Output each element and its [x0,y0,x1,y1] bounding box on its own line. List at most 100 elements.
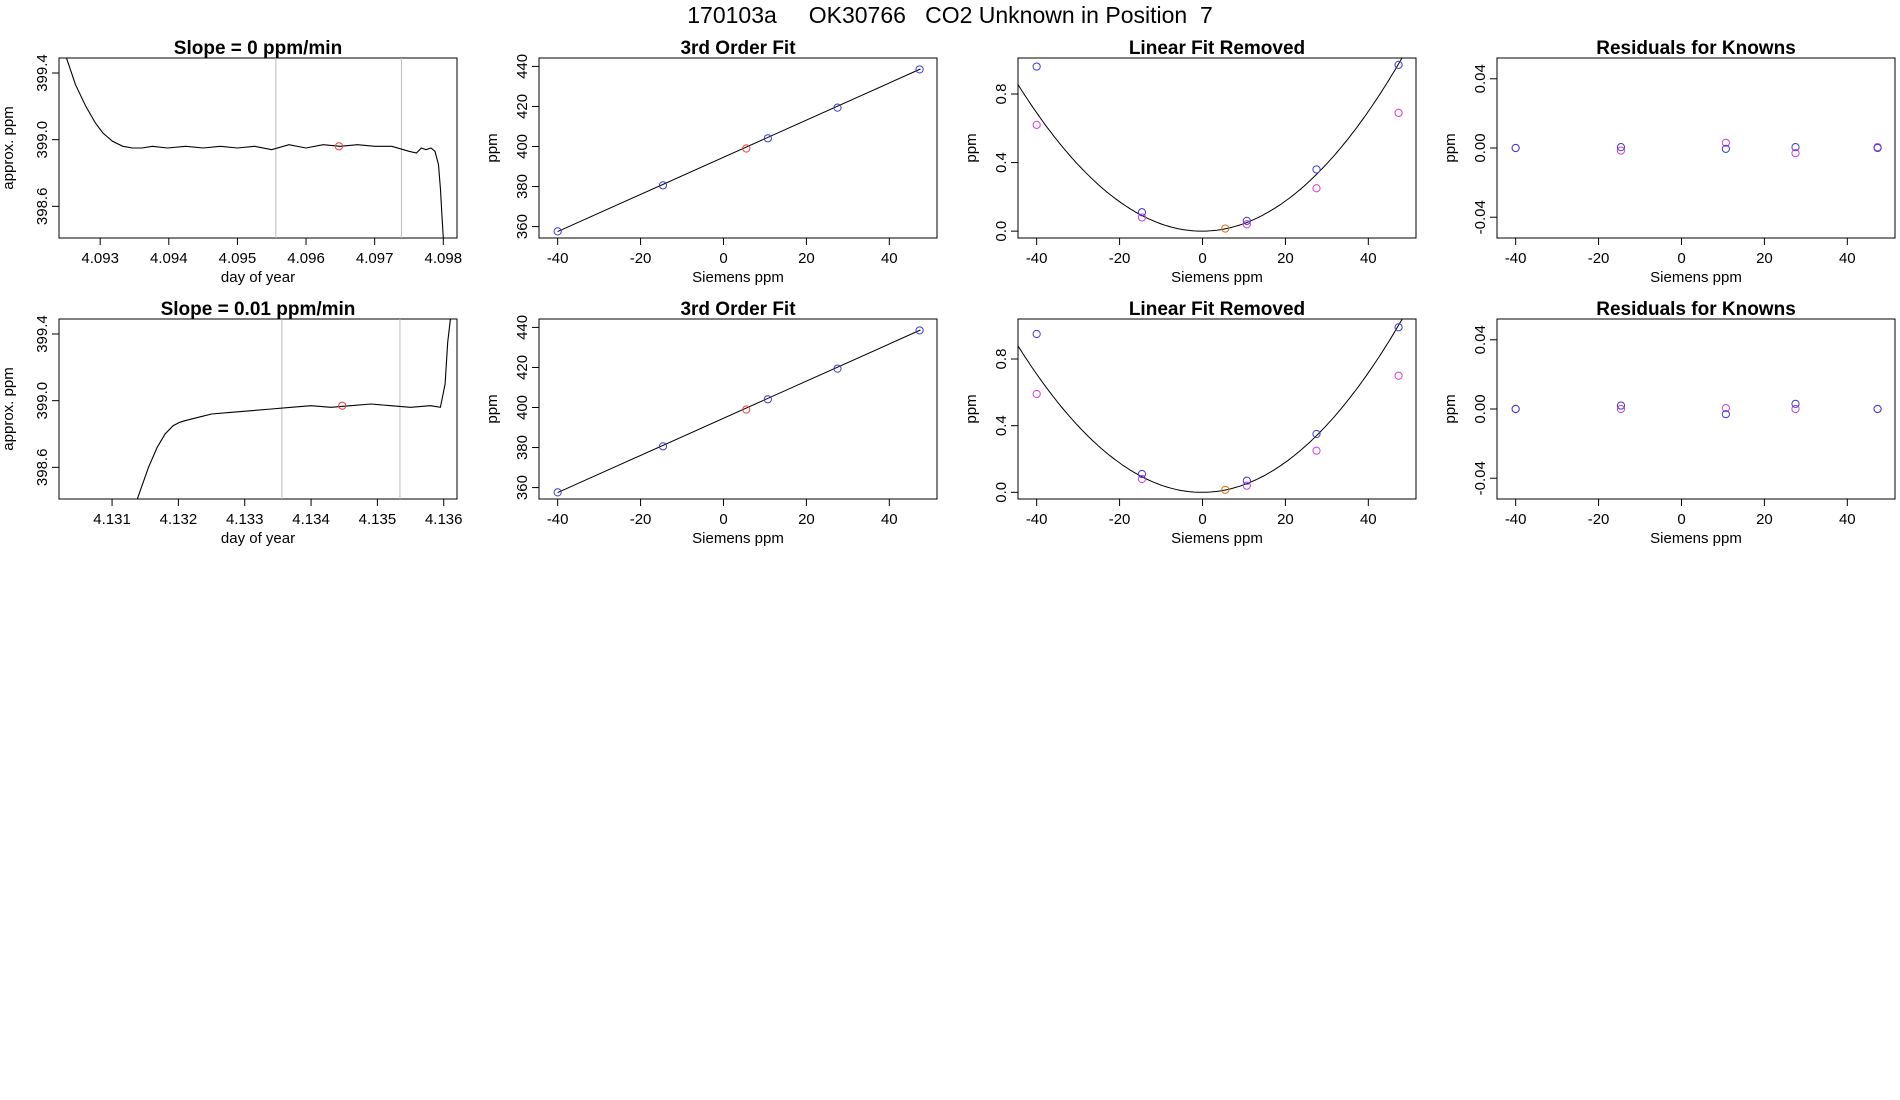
panel-title: Residuals for Knowns [1596,38,1796,59]
known-point [763,134,772,143]
unknown-point [742,405,751,414]
y-tick-label: 398.6 [34,188,51,226]
x-tick-label: 4.134 [292,511,330,528]
y-tick-label: 400 [514,395,531,420]
figure-title: 170103a OK30766 CO2 Unknown in Position … [687,2,1213,28]
y-tick-label: 0.00 [1472,394,1489,423]
x-tick-label: 0 [1677,250,1685,267]
y-tick-label: -0.04 [1472,200,1489,234]
x-tick-label: -40 [1505,511,1527,528]
y-tick-label: 399.4 [34,315,51,353]
x-tick-label: 4.098 [425,250,463,267]
data-area [1511,138,1882,158]
data-trace-line [65,58,444,238]
data-area [1018,58,1403,233]
x-tick-label: 20 [1756,511,1773,528]
panel-title: Linear Fit Removed [1129,38,1305,59]
known-point [553,227,562,236]
known-point [763,395,772,404]
magenta-point [1791,149,1800,158]
y-tick-label: 398.6 [34,449,51,487]
y-tick-label: 360 [514,475,531,500]
x-tick-label: 4.135 [359,511,397,528]
magenta-point [1394,108,1403,117]
panel-r1c3: Linear Fit Removed -40 -20 0 20 40 Siemens ppm… [963,38,1417,286]
known-point [833,364,842,373]
fit-line [557,68,921,233]
panel-r1c1: Slope = 0 ppm/min 4.093 4.094 4.095 4.096 4.0… [0,38,462,286]
x-tick-label: 4.094 [150,250,188,267]
magenta-point [1616,146,1626,155]
y-tick-label: 420 [514,355,531,380]
x-tick-label: 20 [798,250,815,267]
magenta-point [1394,371,1403,380]
panel-title: Slope = 0 ppm/min [174,38,342,59]
known-point [553,488,562,497]
y-tick-label: 420 [514,94,531,119]
known-point [658,442,668,451]
y-tick-label: 440 [514,315,531,340]
y-axis-label: ppm [1442,394,1459,423]
data-area [553,326,924,497]
plot-frame [538,318,938,500]
mean-marker-point [338,401,347,410]
known-point [658,181,668,190]
y-tick-label: 0.00 [1472,133,1489,162]
known-point [1312,429,1321,439]
x-tick-label: -40 [1026,250,1048,267]
magenta-point [1721,138,1730,147]
y-axis-label: approx. ppm [0,367,17,450]
known-point [1616,143,1626,152]
y-tick-label: 0.0 [993,482,1010,503]
y-tick-label: 380 [514,435,531,460]
plot-frame [1496,318,1896,500]
panel-r2c3: Linear Fit Removed -40 -20 0 20 40 Siemens ppm… [963,299,1417,547]
known-point [1032,329,1041,339]
unknown-point [1221,485,1230,494]
fit-curve [1018,319,1403,493]
y-tick-label: 0.8 [993,349,1010,370]
x-tick-label: 0 [1198,511,1206,528]
plot-frame [58,318,458,500]
x-tick-label: 0 [1198,250,1206,267]
x-tick-label: -20 [1109,511,1131,528]
x-tick-label: 0 [1677,511,1685,528]
x-tick-label: -40 [1026,511,1048,528]
y-tick-label: 0.8 [993,84,1010,105]
known-point [1312,165,1321,174]
magenta-point [1721,404,1730,413]
y-tick-label: 399.0 [34,121,51,159]
x-tick-label: 4.095 [219,250,257,267]
x-tick-label: 20 [1756,250,1773,267]
x-tick-label: 20 [1277,250,1294,267]
x-axis-label: day of year [221,530,295,547]
y-tick-label: 360 [514,214,531,239]
magenta-point [1032,389,1041,399]
known-point [1137,208,1147,217]
known-point [1721,410,1730,419]
y-tick-label: 399.4 [34,54,51,92]
x-tick-label: -40 [547,250,569,267]
known-point [915,65,924,74]
x-tick-label: -40 [1505,250,1527,267]
x-tick-label: 4.093 [81,250,119,267]
panel-title: 3rd Order Fit [680,38,796,59]
known-point [1873,404,1882,414]
x-axis-label: Siemens ppm [1650,269,1742,286]
y-tick-label: 399.0 [34,382,51,420]
plot-frame [1017,57,1417,239]
x-tick-label: 40 [1360,250,1377,267]
y-axis-label: ppm [1442,133,1459,162]
x-tick-label: 4.131 [93,511,131,528]
y-tick-label: 400 [514,134,531,159]
x-tick-label: 0 [719,250,727,267]
magenta-point [1242,220,1251,229]
panel-title: Linear Fit Removed [1129,299,1305,320]
y-tick-label: 0.0 [993,221,1010,242]
x-axis-label: Siemens ppm [1171,269,1263,286]
x-tick-label: 4.133 [226,511,264,528]
x-tick-label: 20 [798,511,815,528]
y-axis-label: approx. ppm [0,106,17,189]
y-tick-label: 440 [514,54,531,79]
plot-frame [58,57,458,239]
